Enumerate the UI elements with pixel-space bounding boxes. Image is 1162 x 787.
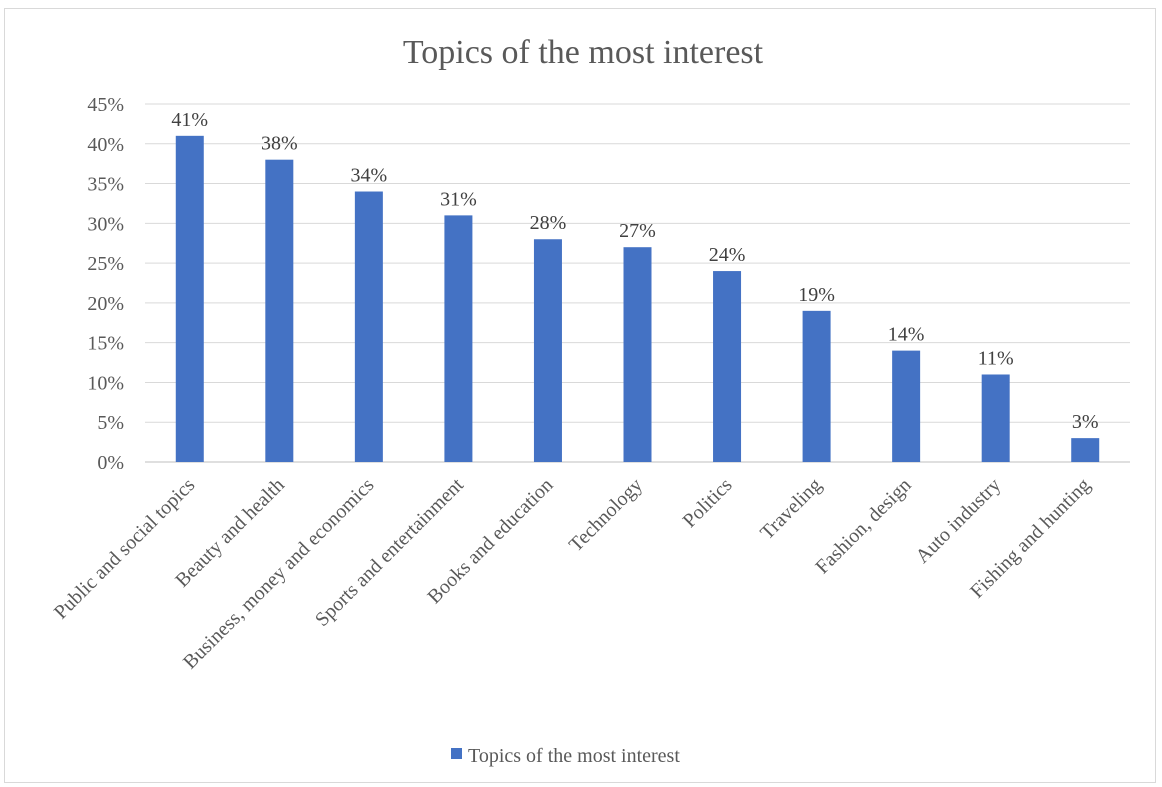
gridlines: [145, 103, 1130, 463]
bar: [713, 271, 742, 462]
y-axis-ticks: 0% 5% 10% 15% 20% 25% 30% 35% 40% 45%: [87, 94, 124, 474]
data-labels: 41% 38% 34% 31% 28% 27% 24% 19% 14% 11% 3%: [171, 109, 1098, 433]
y-tick-label: 20%: [87, 293, 124, 315]
data-label: 14%: [888, 324, 925, 346]
y-tick-label: 25%: [87, 253, 124, 275]
data-label: 41%: [171, 109, 208, 131]
bar: [354, 191, 383, 462]
bars: [175, 135, 1100, 463]
chart-title: Topics of the most interest: [403, 34, 764, 71]
legend-swatch: [451, 748, 462, 759]
x-category-label: Public and social topics: [50, 474, 200, 624]
bar: [802, 310, 831, 462]
data-label: 3%: [1072, 411, 1099, 433]
y-tick-label: 45%: [87, 94, 124, 116]
y-tick-label: 5%: [97, 412, 124, 434]
data-label: 31%: [440, 188, 477, 210]
bar: [444, 215, 473, 462]
data-label: 28%: [530, 212, 567, 234]
legend-label: Topics of the most interest: [468, 745, 680, 767]
data-label: 27%: [619, 220, 656, 242]
x-category-label: Politics: [679, 474, 737, 532]
x-category-label: Auto industry: [911, 474, 1005, 568]
legend: Topics of the most interest: [451, 745, 680, 767]
x-category-label: Fashion, design: [811, 474, 915, 578]
y-tick-label: 15%: [87, 333, 124, 355]
bar: [1071, 438, 1100, 462]
y-tick-label: 40%: [87, 134, 124, 156]
bar: [981, 374, 1010, 462]
bar: [175, 135, 204, 463]
data-label: 19%: [798, 284, 835, 306]
x-category-label: Business, money and economics: [179, 474, 379, 674]
y-tick-label: 30%: [87, 213, 124, 235]
data-label: 24%: [709, 244, 746, 266]
bar: [623, 247, 652, 462]
data-label: 34%: [351, 165, 388, 187]
data-label: 11%: [978, 347, 1014, 369]
data-label: 38%: [261, 133, 298, 155]
x-category-label: Traveling: [756, 474, 826, 544]
y-tick-label: 0%: [97, 452, 124, 474]
bar: [265, 159, 294, 462]
x-category-label: Sports and entertainment: [311, 474, 468, 631]
x-category-label: Technology: [565, 474, 647, 556]
y-tick-label: 35%: [87, 174, 124, 196]
y-tick-label: 10%: [87, 372, 124, 394]
bar: [533, 239, 562, 462]
bar: [892, 350, 921, 462]
